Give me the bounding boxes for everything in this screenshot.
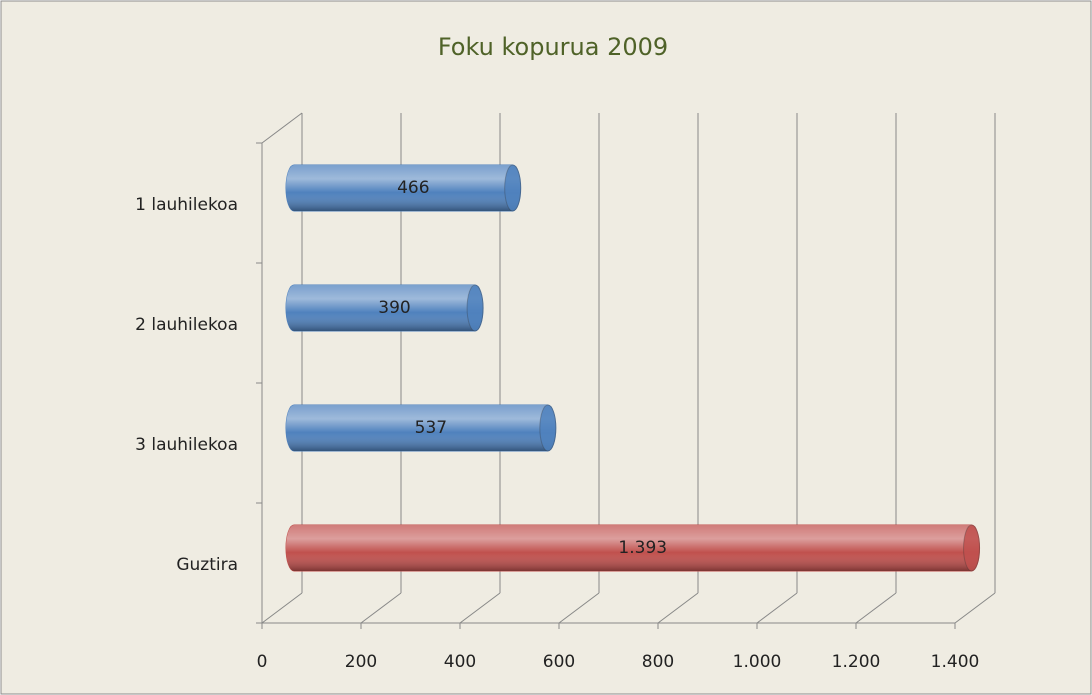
x-tick-label: 800: [642, 652, 674, 672]
bar: [285, 284, 484, 332]
grid-floor: [855, 592, 897, 624]
bar-shade: [286, 405, 556, 451]
x-tick-label: 0: [257, 652, 268, 672]
bar: [285, 164, 522, 212]
grid-floor: [657, 592, 699, 624]
value-label: 537: [415, 418, 447, 438]
grid-floor: [558, 592, 600, 624]
value-label: 390: [378, 298, 410, 318]
bar-cap: [466, 284, 484, 332]
bar: [285, 524, 981, 572]
axis-wall: [261, 112, 303, 144]
bar-shade: [286, 285, 484, 331]
y-tick-label: 3 lauhilekoa: [135, 435, 238, 455]
x-tick-label: 1.400: [931, 652, 980, 672]
x-tick-label: 1.200: [832, 652, 881, 672]
bar: [285, 404, 557, 452]
value-label: 1.393: [618, 538, 667, 558]
grid-floor: [756, 592, 798, 624]
bar-cap: [504, 164, 522, 212]
bar-cap: [963, 524, 981, 572]
y-tick-label: 1 lauhilekoa: [135, 195, 238, 215]
grid-floor: [360, 592, 402, 624]
x-tick-label: 200: [345, 652, 377, 672]
bar-shade: [286, 525, 980, 571]
y-tick-label: Guztira: [176, 555, 238, 575]
x-tick-label: 1.000: [733, 652, 782, 672]
grid-floor: [459, 592, 501, 624]
value-label: 466: [397, 178, 429, 198]
bar-shade: [286, 165, 521, 211]
x-tick-label: 400: [444, 652, 476, 672]
y-tick-label: 2 lauhilekoa: [135, 315, 238, 335]
chart-title: Foku kopurua 2009: [438, 33, 668, 61]
x-tick-label: 600: [543, 652, 575, 672]
bar-cap: [539, 404, 557, 452]
grid-floor: [954, 592, 996, 624]
grid-floor: [261, 592, 303, 624]
